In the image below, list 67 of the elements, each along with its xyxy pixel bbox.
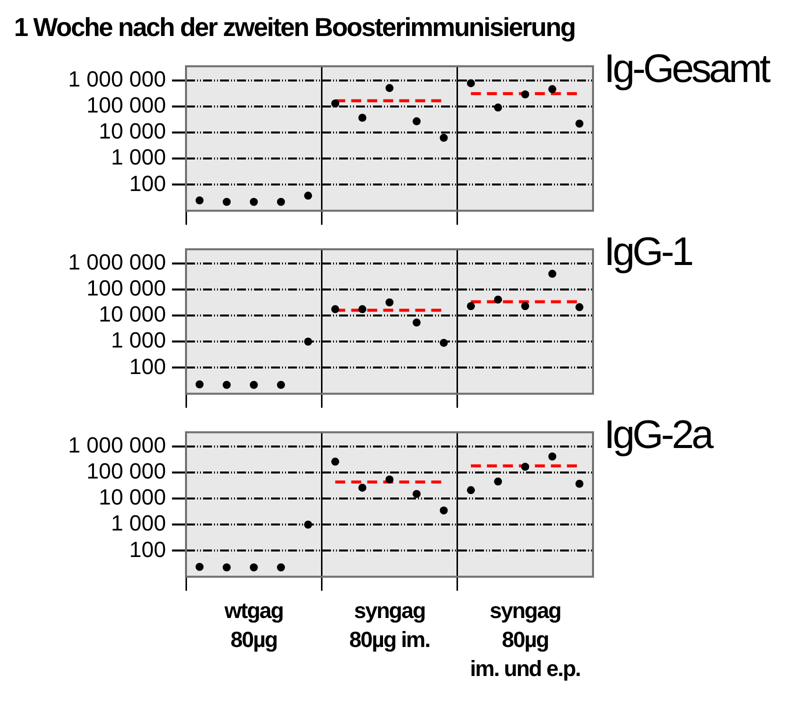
point	[466, 486, 475, 494]
point	[196, 380, 204, 388]
point	[494, 104, 502, 112]
point	[331, 305, 340, 314]
y-tick-label: 100	[129, 354, 166, 379]
y-tick-label: 10 000	[98, 302, 166, 327]
point	[196, 562, 204, 571]
text: 1 Woche nach der zweiten Boosterimmunisierung	[13, 11, 576, 44]
point	[521, 462, 530, 471]
point	[276, 198, 285, 206]
point	[521, 302, 530, 310]
chart-title: IgG-2a	[604, 413, 712, 458]
point	[412, 490, 421, 498]
point	[386, 298, 394, 306]
point	[358, 484, 366, 492]
point	[494, 478, 502, 486]
point	[548, 270, 556, 278]
point	[331, 100, 340, 108]
point	[575, 480, 584, 488]
text: wtgag 80µg	[224, 597, 284, 654]
point	[548, 452, 556, 460]
point	[276, 563, 285, 572]
point	[358, 305, 366, 314]
point	[196, 196, 204, 204]
chart-title: IgG-1	[604, 230, 692, 275]
point	[331, 458, 340, 466]
point	[222, 198, 231, 206]
y-tick-label: 1 000 000	[68, 432, 166, 458]
y-tick-label: 100 000	[86, 458, 166, 484]
y-tick-label: 100 000	[86, 92, 166, 118]
point	[412, 117, 421, 126]
y-tick-label: 1 000	[110, 510, 166, 536]
point	[222, 563, 231, 572]
point	[386, 475, 394, 484]
point	[250, 380, 258, 389]
point	[386, 84, 394, 92]
y-tick-label: 1 000	[110, 328, 166, 353]
point	[466, 302, 475, 310]
y-tick-label: 100	[129, 536, 166, 562]
point	[358, 114, 366, 122]
point	[575, 303, 584, 312]
point	[440, 134, 448, 142]
y-tick-label: 100	[129, 170, 166, 196]
point	[250, 198, 258, 206]
text: syngag 80µg im. und e.p.	[469, 597, 582, 683]
point	[440, 506, 448, 514]
y-tick-label: 10 000	[98, 118, 166, 144]
point	[494, 296, 502, 304]
point	[412, 318, 421, 327]
point	[304, 338, 312, 346]
point	[304, 520, 312, 529]
point	[222, 380, 231, 389]
y-tick-label: 1 000 000	[68, 249, 166, 274]
point	[466, 79, 475, 88]
text: Ig-Gesamt	[604, 47, 768, 92]
y-tick-label: 1 000	[110, 144, 166, 170]
point	[521, 90, 530, 98]
point	[440, 338, 448, 347]
y-tick-label: 1 000 000	[68, 66, 166, 92]
y-tick-label: 100 000	[86, 276, 166, 301]
point	[276, 380, 285, 389]
y-tick-label: 10 000	[98, 484, 166, 510]
point	[304, 192, 312, 200]
point	[575, 120, 584, 128]
point	[548, 85, 556, 94]
text: syngag 80µg im.	[348, 597, 431, 654]
point	[250, 563, 258, 572]
